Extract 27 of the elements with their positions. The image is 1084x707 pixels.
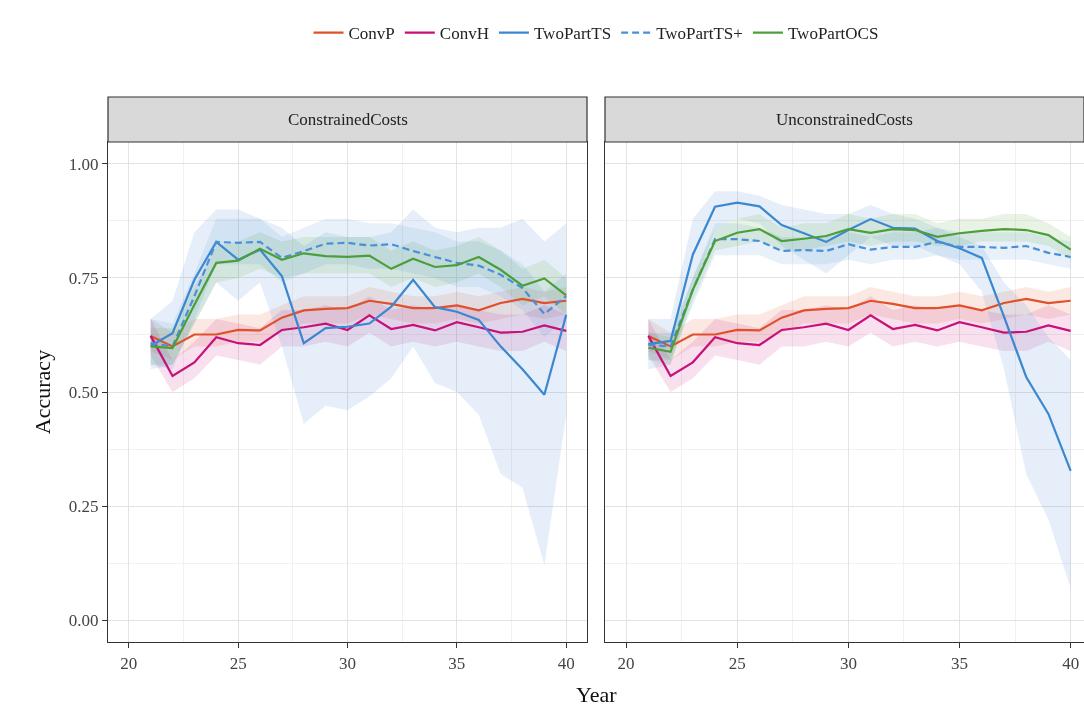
x-tick-label: 20 (617, 653, 635, 673)
legend-label: TwoPartTS (533, 24, 612, 44)
x-tick-label: 30 (339, 653, 356, 673)
x-tick-label: 25 (728, 653, 746, 673)
y-tick-label: 0.00 (68, 611, 99, 631)
x-tick-label: 30 (839, 653, 857, 673)
legend-label: ConvP (348, 24, 395, 44)
x-axis-title: Year (576, 682, 618, 707)
line-series (149, 314, 568, 378)
x-tick-label: 40 (557, 653, 575, 673)
x-tick-label: 20 (120, 653, 138, 673)
legend-label: ConvH (439, 24, 489, 44)
line-series (149, 240, 568, 396)
x-tick-label: 35 (951, 653, 969, 673)
chart-title: UnconstrainedCosts (776, 110, 913, 129)
x-tick-label: 25 (229, 653, 247, 673)
y-tick-label: 1.00 (68, 154, 99, 174)
y-tick-label: 0.25 (68, 497, 99, 516)
y-tick-label: 0.75 (68, 268, 99, 288)
legend-label: TwoPartOCS (787, 24, 879, 44)
x-tick-label: 35 (448, 653, 466, 673)
y-tick-label: 0.50 (68, 382, 99, 402)
line-series (149, 297, 568, 348)
x-tick-label: 40 (1062, 653, 1080, 673)
y-axis-title: Accuracy (29, 349, 55, 435)
legend-label: TwoPartTS+ (656, 24, 743, 44)
chart-title: ConstrainedCosts (288, 110, 408, 129)
